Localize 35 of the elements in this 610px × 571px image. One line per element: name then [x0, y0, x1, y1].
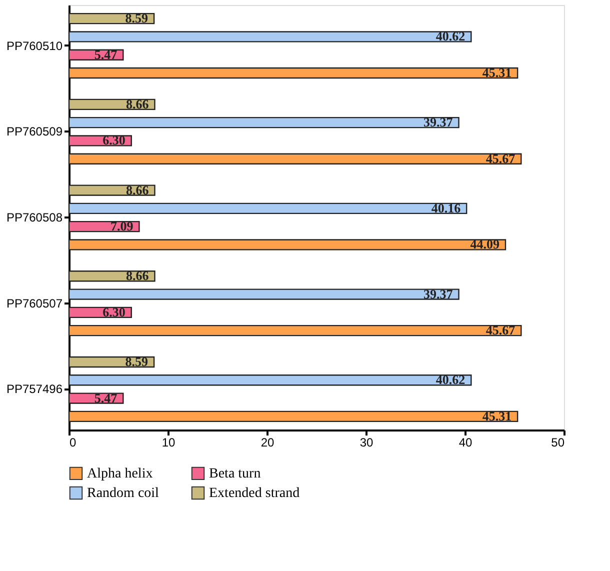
x-tick-label: 30	[360, 436, 374, 450]
data-label: 6.30	[102, 304, 126, 320]
legend-label: Beta turn	[209, 466, 261, 482]
data-label: 45.67	[486, 150, 516, 166]
data-label: 5.47	[94, 46, 118, 62]
data-label: 5.47	[94, 390, 118, 406]
data-label: 44.09	[470, 236, 500, 252]
data-label: 6.30	[102, 132, 126, 148]
data-label: 40.62	[436, 372, 466, 388]
y-tick-label: PP760507	[6, 296, 63, 310]
data-label: 45.67	[486, 322, 516, 338]
data-label: 8.59	[125, 10, 149, 26]
data-label: 8.66	[126, 182, 150, 198]
data-label: 45.31	[482, 64, 512, 80]
x-tick-label: 0	[70, 436, 76, 450]
data-label: 39.37	[424, 114, 454, 130]
data-label: 8.59	[125, 354, 149, 370]
data-label: 45.31	[482, 408, 512, 424]
data-label: 8.66	[126, 96, 150, 112]
data-label: 40.16	[431, 200, 462, 216]
y-tick-label: PP760509	[6, 124, 63, 139]
x-tick-label: 40	[458, 436, 472, 450]
x-tick-label: 20	[260, 436, 274, 450]
y-tick-label: PP757496	[6, 382, 63, 396]
legend-label: Random coil	[87, 486, 160, 501]
data-label: 7.09	[110, 218, 134, 234]
x-tick-label: 10	[162, 436, 176, 450]
legend-label: Extended strand	[209, 486, 300, 501]
y-tick-label: PP760508	[6, 210, 63, 224]
legend-label: Alpha helix	[87, 466, 153, 482]
x-tick-label: 50	[551, 436, 565, 450]
data-label: 39.37	[424, 286, 454, 302]
y-tick-label: PP760510	[6, 38, 63, 53]
data-label: 40.62	[436, 28, 466, 44]
data-label: 8.66	[126, 268, 150, 284]
